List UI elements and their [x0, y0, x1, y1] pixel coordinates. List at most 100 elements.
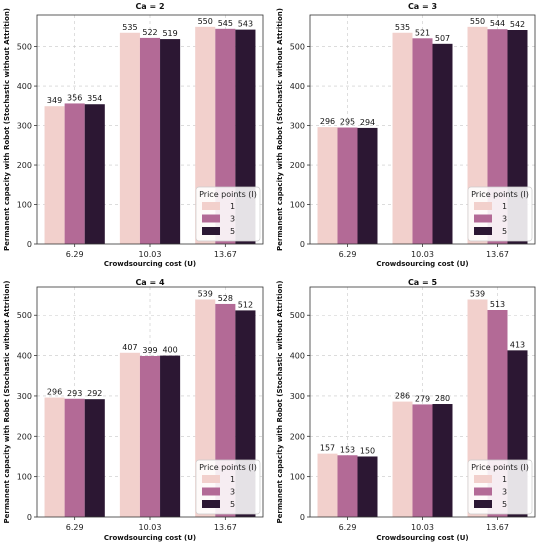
bar-value-label: 399 [142, 346, 157, 355]
bar-value-label: 519 [162, 29, 177, 38]
x-tick-label: 6.29 [339, 523, 357, 532]
legend-entry: 3 [502, 488, 507, 497]
x-tick-label: 6.29 [339, 250, 357, 259]
bar-value-label: 296 [47, 388, 62, 397]
x-axis-label: Crowdsourcing cost (U) [376, 534, 468, 542]
bar-value-label: 354 [87, 94, 102, 103]
bar [160, 39, 181, 244]
x-tick-label: 10.03 [139, 250, 162, 259]
legend-swatch [202, 214, 220, 223]
y-tick-label: 500 [290, 43, 305, 52]
y-tick-label: 200 [290, 432, 305, 441]
bar-value-label: 407 [122, 343, 137, 352]
legend-swatch [202, 487, 220, 496]
bar [119, 352, 140, 517]
legend-swatch [474, 475, 492, 483]
y-axis-label: Permanent capacity with Robot (Stochasti… [276, 8, 284, 251]
bar [44, 397, 65, 517]
legend-entry: 1 [230, 475, 235, 484]
y-tick-label: 300 [290, 122, 305, 131]
axes-frame [309, 14, 536, 245]
legend-swatch [474, 227, 492, 235]
y-tick-label: 0 [300, 240, 305, 249]
legend-swatch [202, 227, 220, 235]
bar-value-label: 400 [162, 346, 177, 355]
legend-swatch [202, 500, 220, 508]
chart-title: Ca = 4 [135, 278, 165, 287]
chart-panel-1: Ca = 2 0 100 200 300 400 500 6.29 10.03 13.67 349 5… [3, 2, 264, 268]
bar [432, 43, 453, 244]
y-tick-label: 0 [27, 513, 32, 522]
chart-panel-4: Ca = 5 0 100 200 300 400 500 6.29 10.03 13.67 157 2… [276, 278, 536, 542]
bar-value-label: 293 [67, 389, 82, 398]
bar-value-label: 535 [395, 23, 410, 32]
y-tick-label: 200 [17, 161, 32, 170]
legend-title: Price points (I) [471, 463, 529, 472]
legend-swatch [202, 475, 220, 483]
x-tick-label: 10.03 [411, 523, 434, 532]
y-tick-label: 0 [300, 513, 305, 522]
bar [432, 404, 453, 517]
legend-entry: 1 [230, 202, 235, 211]
y-axis-label: Permanent capacity with Robot (Stochasti… [276, 280, 284, 523]
legend-entry: 1 [502, 202, 507, 211]
x-tick-label: 6.29 [66, 250, 84, 259]
bar-value-label: 545 [218, 19, 233, 28]
y-tick-label: 100 [17, 201, 32, 210]
legend-swatch [474, 500, 492, 508]
bar-value-label: 356 [67, 93, 82, 102]
legend: Price points (I) 1 3 5 [195, 459, 261, 515]
bar [119, 32, 140, 244]
y-tick-label: 100 [290, 473, 305, 482]
axes-frame [36, 14, 264, 245]
x-tick-label: 13.67 [486, 523, 509, 532]
bar-value-label: 413 [510, 340, 525, 349]
x-tick-label: 13.67 [214, 523, 237, 532]
bar [64, 103, 85, 244]
x-tick-label: 10.03 [139, 523, 162, 532]
axes-frame [309, 286, 536, 518]
legend-entry: 5 [230, 500, 235, 509]
bar [317, 453, 338, 517]
y-tick-label: 200 [290, 161, 305, 170]
legend-entry: 5 [502, 227, 507, 236]
x-axis-label: Crowdsourcing cost (U) [376, 260, 468, 268]
bar-value-label: 544 [490, 19, 505, 28]
bar [317, 127, 338, 244]
legend: Price points (I) 1 3 5 [467, 459, 533, 515]
bar [392, 401, 413, 517]
y-tick-label: 500 [17, 311, 32, 320]
x-tick-label: 13.67 [486, 250, 509, 259]
bar [412, 404, 433, 517]
bar-value-label: 550 [470, 17, 485, 26]
x-tick-label: 13.67 [214, 250, 237, 259]
bar [84, 399, 105, 517]
bar [139, 356, 161, 517]
bar-value-label: 294 [360, 118, 375, 127]
bar-value-label: 279 [415, 394, 430, 403]
chart-panel-2: Ca = 3 0 100 200 300 400 500 6.29 10.03 13.67 296 5… [276, 2, 536, 268]
bar-value-label: 286 [395, 392, 410, 401]
legend-swatch [474, 487, 492, 496]
bar [392, 32, 413, 244]
x-axis-label: Crowdsourcing cost (U) [104, 534, 196, 542]
y-tick-label: 300 [290, 392, 305, 401]
y-tick-label: 400 [290, 82, 305, 91]
bar-value-label: 522 [142, 28, 157, 37]
chart-panel-3: Ca = 4 0 100 200 300 400 500 6.29 10.03 13.67 296 4… [3, 278, 264, 542]
bar [337, 127, 358, 244]
y-tick-label: 500 [290, 311, 305, 320]
bar-value-label: 349 [47, 96, 62, 105]
bar-value-label: 550 [198, 17, 213, 26]
y-tick-label: 400 [17, 352, 32, 361]
legend: Price points (I) 1 3 5 [195, 186, 261, 242]
legend: Price points (I) 1 3 5 [467, 186, 533, 242]
legend-entry: 5 [230, 227, 235, 236]
bar-value-label: 295 [340, 118, 355, 127]
y-tick-label: 200 [17, 432, 32, 441]
bar-value-label: 292 [87, 389, 102, 398]
bar-value-label: 513 [490, 300, 505, 309]
bar-value-label: 539 [198, 290, 213, 299]
y-tick-label: 0 [27, 240, 32, 249]
